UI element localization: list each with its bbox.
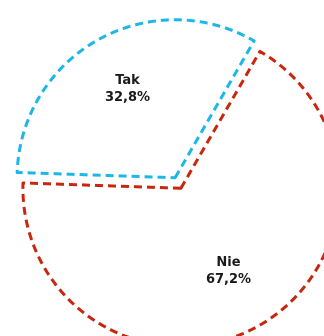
pie-slices <box>15 18 324 336</box>
pie-labels: Tak 32,8% Nie 67,2% <box>105 73 251 287</box>
slice-value-tak: 32,8% <box>105 90 150 105</box>
pie-slice-tak <box>15 18 256 180</box>
slice-label-tak: Tak <box>115 73 140 88</box>
slice-value-nie: 67,2% <box>206 272 251 287</box>
slice-label-nie: Nie <box>216 255 240 270</box>
pie-slice-nie <box>21 49 324 336</box>
